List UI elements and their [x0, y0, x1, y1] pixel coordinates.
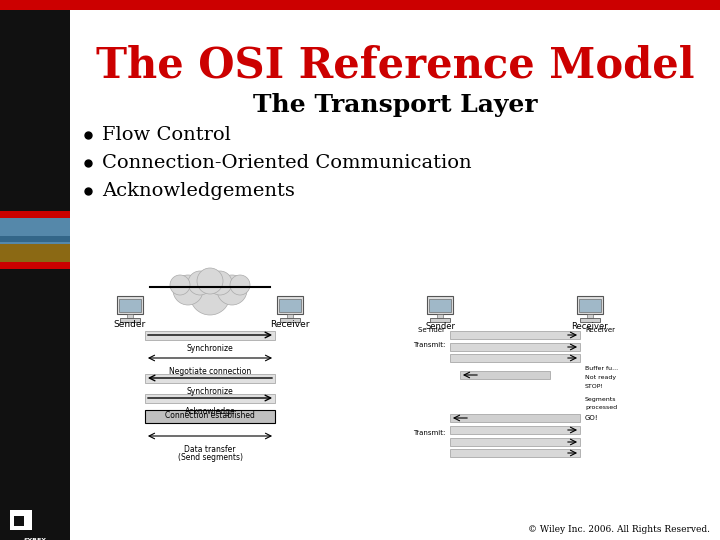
Bar: [127, 314, 133, 318]
Bar: [145, 394, 275, 403]
Bar: [577, 296, 603, 314]
Bar: [587, 314, 593, 318]
Text: Receiver: Receiver: [585, 327, 615, 333]
Text: STOP!: STOP!: [585, 383, 604, 388]
Bar: [279, 299, 301, 312]
Text: Connection-Oriented Communication: Connection-Oriented Communication: [102, 154, 472, 172]
Bar: [460, 371, 550, 379]
Circle shape: [190, 275, 230, 315]
Bar: [429, 299, 451, 312]
Text: Se nder: Se nder: [418, 327, 445, 333]
Circle shape: [173, 275, 203, 305]
Bar: [14, 516, 24, 526]
Text: Receiver: Receiver: [270, 320, 310, 329]
Bar: [287, 314, 293, 318]
Text: Synchronize: Synchronize: [186, 387, 233, 396]
Text: Data transfer: Data transfer: [184, 445, 235, 454]
Bar: [437, 314, 443, 318]
Text: Receiver: Receiver: [572, 322, 608, 331]
Text: SYBEX: SYBEX: [24, 538, 47, 540]
Bar: [0, 245, 70, 262]
Bar: [450, 354, 580, 362]
Bar: [579, 299, 601, 312]
Bar: [145, 331, 275, 340]
Text: Synchronize: Synchronize: [186, 344, 233, 353]
Bar: [0, 218, 70, 262]
Text: Segments: Segments: [585, 397, 616, 402]
Bar: [450, 343, 580, 351]
Bar: [120, 318, 140, 322]
Circle shape: [197, 268, 223, 294]
Text: processed: processed: [585, 406, 617, 410]
Bar: [450, 426, 580, 434]
Text: Negotiate connection: Negotiate connection: [169, 367, 251, 376]
Text: Acknowledge: Acknowledge: [184, 407, 235, 416]
Text: Transmit:: Transmit:: [413, 430, 445, 436]
Text: Flow Control: Flow Control: [102, 126, 231, 144]
Text: GO!: GO!: [585, 415, 598, 421]
Bar: [0, 211, 70, 218]
Circle shape: [208, 271, 232, 295]
Text: Not ready: Not ready: [585, 375, 616, 381]
Bar: [117, 296, 143, 314]
Text: Sender: Sender: [114, 320, 146, 329]
Bar: [0, 262, 70, 269]
Text: Sender: Sender: [425, 322, 455, 331]
Text: Buffer fu...: Buffer fu...: [585, 366, 618, 370]
Bar: [430, 318, 450, 322]
Circle shape: [170, 275, 190, 295]
Bar: [5, 495, 65, 535]
Bar: [280, 318, 300, 322]
Text: Acknowledgements: Acknowledgements: [102, 182, 295, 200]
Text: The OSI Reference Model: The OSI Reference Model: [96, 44, 694, 86]
Bar: [450, 414, 580, 422]
Text: Connection established: Connection established: [165, 411, 255, 421]
Bar: [427, 296, 453, 314]
Bar: [0, 0, 720, 10]
Text: © Wiley Inc. 2006. All Rights Reserved.: © Wiley Inc. 2006. All Rights Reserved.: [528, 525, 710, 535]
Circle shape: [188, 271, 212, 295]
Text: Transmit:: Transmit:: [413, 342, 445, 348]
Bar: [277, 296, 303, 314]
Bar: [145, 374, 275, 383]
Text: (Send segments): (Send segments): [178, 453, 243, 462]
Text: The Transport Layer: The Transport Layer: [253, 93, 537, 117]
Bar: [450, 449, 580, 457]
Bar: [0, 0, 70, 540]
Bar: [145, 410, 275, 423]
Circle shape: [230, 275, 250, 295]
Circle shape: [217, 275, 247, 305]
Bar: [0, 235, 70, 242]
Bar: [10, 510, 32, 530]
Bar: [450, 438, 580, 446]
Bar: [119, 299, 141, 312]
Bar: [450, 331, 580, 339]
Bar: [580, 318, 600, 322]
